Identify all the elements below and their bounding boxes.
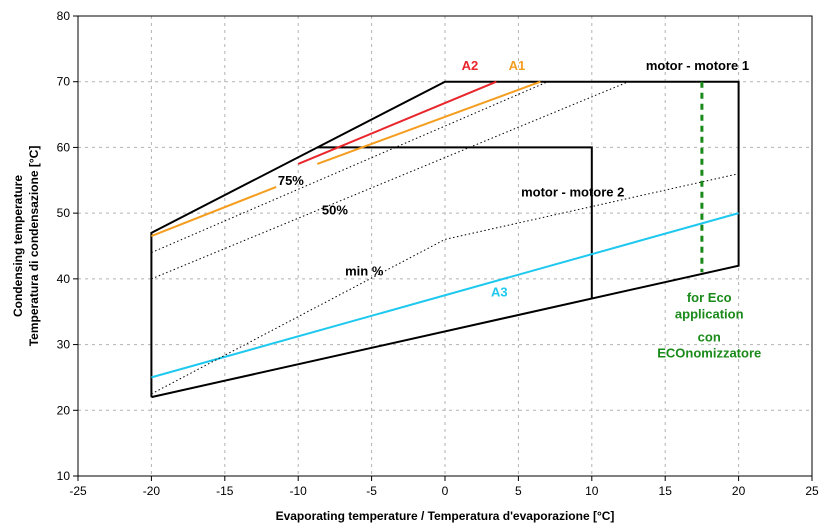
axis-ticks: -25 -20 -15 -10 -5 0 5 10 15 20 25 10 20 30 40 50 60 70 80 xyxy=(57,9,819,498)
annotation-label: 75% xyxy=(278,173,304,188)
series-line-75 xyxy=(151,81,548,254)
annotation-label: A1 xyxy=(509,58,526,73)
x-tick-label: 20 xyxy=(732,484,746,498)
annotation-label: min % xyxy=(345,264,384,279)
series-line-a3 xyxy=(151,212,739,379)
x-tick-label: -10 xyxy=(290,484,308,498)
x-tick-label: 10 xyxy=(585,484,599,498)
series-line-min xyxy=(151,173,739,395)
annotation-label: for Eco xyxy=(687,290,732,305)
x-tick-label: 5 xyxy=(515,484,522,498)
y-tick-label: 30 xyxy=(57,338,71,352)
annotation-label: A2 xyxy=(462,58,479,73)
series-line-a1 xyxy=(316,80,541,165)
y-axis-title-line-1: Condensing temperature xyxy=(11,175,25,317)
series-line-50 xyxy=(151,81,629,280)
annotation-label: motor - motore 2 xyxy=(521,185,624,200)
annotations: A2 A1 motor - motore 1 motor - motore 2 75% 5… xyxy=(278,58,761,361)
y-tick-label: 70 xyxy=(57,75,71,89)
series-line-a2 xyxy=(297,80,497,165)
x-tick-label: -5 xyxy=(366,484,377,498)
annotation-label: motor - motore 1 xyxy=(646,58,749,73)
x-tick-label: 0 xyxy=(442,484,449,498)
annotation-label: 50% xyxy=(322,202,348,217)
y-tick-label: 40 xyxy=(57,272,71,286)
annotation-label: application xyxy=(675,306,744,321)
annotation-label: con xyxy=(698,329,721,344)
x-axis-title: Evaporating temperature / Temperatura d'… xyxy=(276,509,615,523)
y-tick-label: 50 xyxy=(57,206,71,220)
y-tick-label: 80 xyxy=(57,9,71,23)
y-axis-title-line-2: Temperatura di condensazione [°C] xyxy=(27,146,41,347)
y-tick-label: 20 xyxy=(57,403,71,417)
y-tick-label: 10 xyxy=(57,469,71,483)
series-line-a1 xyxy=(151,185,277,238)
series-line-motor-motore-2 xyxy=(317,146,593,299)
series-line-motor-motore-1 xyxy=(150,80,740,399)
series-lines xyxy=(150,80,740,399)
x-tick-label: 15 xyxy=(659,484,673,498)
x-tick-label: -15 xyxy=(216,484,234,498)
annotation-label: A3 xyxy=(491,285,508,300)
annotation-label: ECOnomizzatore xyxy=(657,346,761,361)
x-tick-label: -20 xyxy=(143,484,161,498)
y-tick-label: 60 xyxy=(57,140,71,154)
x-tick-label: 25 xyxy=(805,484,819,498)
x-tick-label: -25 xyxy=(69,484,87,498)
